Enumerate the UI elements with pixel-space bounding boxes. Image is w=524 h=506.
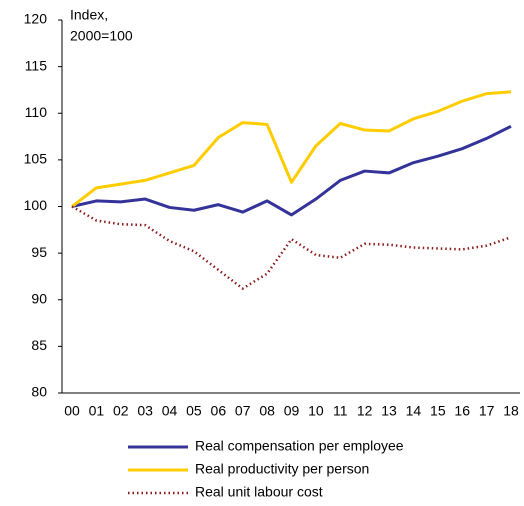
y-tick-label: 115 — [25, 57, 48, 73]
series-line — [71, 90, 512, 208]
x-tick-label: 06 — [211, 403, 227, 419]
x-tick-label: 00 — [64, 403, 80, 419]
x-tick-label: 03 — [137, 403, 153, 419]
x-tick-label: 08 — [259, 403, 275, 419]
y-tick-label: 110 — [25, 104, 48, 120]
x-tick-label: 05 — [186, 403, 202, 419]
legend-label: Real productivity per person — [195, 461, 369, 477]
x-tick-label: 01 — [89, 403, 105, 419]
x-tick-label: 18 — [503, 403, 519, 419]
y-tick-label: 80 — [31, 384, 47, 400]
y-tick-label: 100 — [24, 197, 48, 213]
x-tick-label: 17 — [479, 403, 495, 419]
x-tick-label: 07 — [235, 403, 251, 419]
y-tick-label: 105 — [24, 151, 48, 167]
x-tick-label: 02 — [113, 403, 129, 419]
x-tick-label: 12 — [357, 403, 373, 419]
x-tick-label: 16 — [454, 403, 470, 419]
y-tick-label: 95 — [31, 244, 47, 260]
x-tick-label: 13 — [381, 403, 397, 419]
series-line — [71, 124, 512, 217]
x-tick-label: 14 — [406, 403, 422, 419]
x-tick-label: 09 — [284, 403, 300, 419]
y-tick-label: 90 — [31, 290, 47, 306]
y-tick-label: 85 — [31, 337, 47, 353]
series-line — [71, 205, 512, 290]
legend-label: Real compensation per employee — [195, 438, 404, 454]
y-axis-label: Index, — [70, 7, 108, 23]
x-tick-label: 04 — [162, 403, 178, 419]
x-tick-label: 10 — [308, 403, 324, 419]
x-tick-label: 11 — [333, 403, 348, 419]
y-axis-label: 2000=100 — [70, 28, 133, 44]
legend-label: Real unit labour cost — [195, 484, 323, 500]
x-tick-label: 15 — [430, 403, 446, 419]
y-tick-label: 120 — [24, 11, 48, 27]
